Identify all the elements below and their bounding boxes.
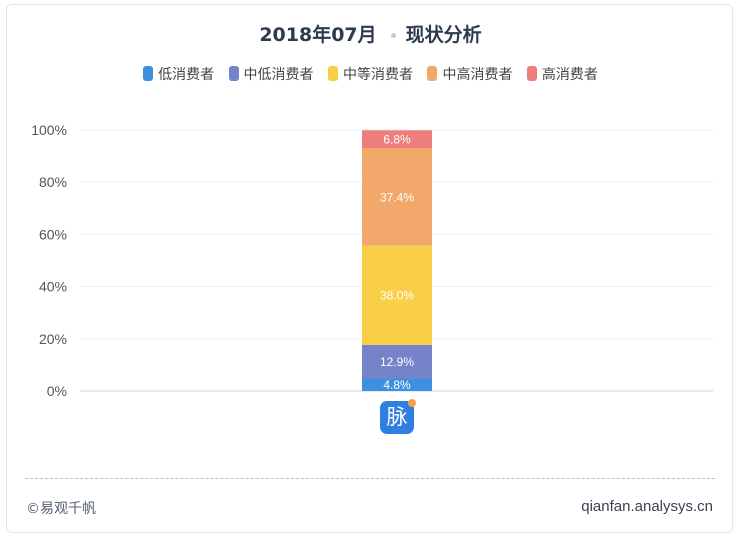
legend-swatch xyxy=(328,66,338,81)
data-label: 38.0% xyxy=(380,289,414,303)
legend-item-mid[interactable]: 中等消费者 xyxy=(328,64,413,84)
logo-badge-dot xyxy=(408,399,416,407)
y-tick-label: 60% xyxy=(39,226,67,242)
bar-segment xyxy=(362,245,432,345)
bar-segment xyxy=(362,344,432,379)
footer-divider xyxy=(25,478,715,479)
data-label: 37.4% xyxy=(380,190,414,204)
footer-copyright: ©易观千帆 xyxy=(26,501,96,517)
y-tick-label: 80% xyxy=(39,174,67,190)
y-tick-label: 20% xyxy=(39,331,67,347)
bar-segment xyxy=(362,148,432,246)
legend-swatch xyxy=(526,66,537,81)
legend-swatch xyxy=(143,66,154,81)
footer-url[interactable]: qianfan.analysys.cn xyxy=(581,498,713,515)
title-date: 2018年07月 xyxy=(259,24,377,46)
legend-label: 中高消费者 xyxy=(442,67,513,83)
data-label: 12.9% xyxy=(380,355,414,369)
legend: 低消费者 中低消费者 中等消费者 中高消费者 高消费者 xyxy=(0,64,741,84)
category-logo-icon: 脉 xyxy=(380,399,416,434)
bar-segment xyxy=(362,378,432,391)
y-tick-label: 0% xyxy=(47,383,67,399)
legend-label: 中低消费者 xyxy=(243,67,314,83)
legend-label: 中等消费者 xyxy=(343,67,413,83)
bar-segment xyxy=(362,130,432,149)
category-logo-text: 脉 xyxy=(386,405,408,429)
legend-item-low[interactable]: 低消费者 xyxy=(143,64,214,84)
title-name: 现状分析 xyxy=(405,24,482,46)
data-label: 6.8% xyxy=(383,133,411,147)
legend-label: 高消费者 xyxy=(541,67,598,83)
legend-item-mid-low[interactable]: 中低消费者 xyxy=(228,64,314,84)
legend-swatch xyxy=(228,66,239,81)
y-tick-label: 40% xyxy=(39,279,67,295)
legend-item-high[interactable]: 高消费者 xyxy=(526,64,598,84)
y-tick-label: 100% xyxy=(31,122,67,138)
legend-swatch xyxy=(427,66,438,81)
title-separator-dot xyxy=(390,33,396,38)
chart-title: 2018年07月 现状分析 xyxy=(0,20,741,47)
legend-label: 低消费者 xyxy=(158,67,215,83)
legend-item-mid-high[interactable]: 中高消费者 xyxy=(427,64,512,84)
data-label: 4.8% xyxy=(383,378,411,392)
